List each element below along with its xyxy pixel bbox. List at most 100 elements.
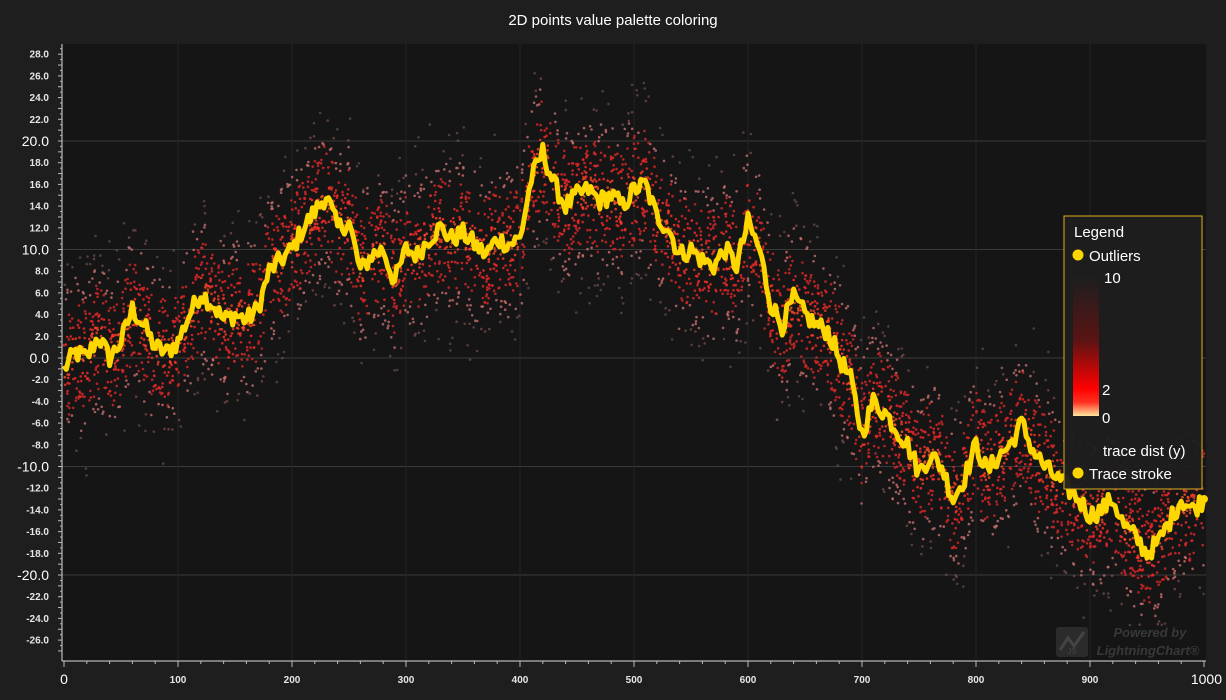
outlier-point <box>580 277 584 280</box>
outlier-point <box>203 337 207 340</box>
outlier-point <box>156 362 160 366</box>
outlier-point <box>612 168 615 171</box>
outlier-point <box>698 227 701 230</box>
outlier-point <box>117 405 120 409</box>
outlier-point <box>455 286 459 290</box>
outlier-point <box>976 426 980 430</box>
outlier-point <box>139 287 142 291</box>
outlier-point <box>456 139 460 142</box>
outlier-point <box>614 153 617 157</box>
outlier-point <box>917 460 921 464</box>
outlier-point <box>904 433 908 437</box>
outlier-point <box>876 393 880 396</box>
outlier-point <box>444 182 447 185</box>
outlier-point <box>962 585 965 588</box>
outlier-point <box>577 132 580 136</box>
outlier-point <box>1089 541 1092 545</box>
outlier-point <box>997 475 1001 479</box>
outlier-point <box>360 330 363 333</box>
outlier-point <box>240 379 243 383</box>
outlier-point <box>929 489 932 492</box>
outlier-point <box>836 275 840 279</box>
outlier-point <box>801 261 804 264</box>
outlier-point <box>1005 509 1008 512</box>
outlier-point <box>645 167 649 170</box>
outlier-point <box>1106 565 1110 569</box>
outlier-point <box>921 545 924 548</box>
outlier-point <box>310 188 314 192</box>
outlier-point <box>77 304 81 307</box>
outlier-point <box>999 410 1003 414</box>
outlier-point <box>287 184 291 187</box>
outlier-point <box>154 383 157 387</box>
outlier-point <box>745 264 749 268</box>
outlier-point <box>1096 494 1099 497</box>
outlier-point <box>1060 521 1063 524</box>
outlier-point <box>637 131 640 134</box>
outlier-point <box>584 134 588 138</box>
outlier-point <box>907 369 910 372</box>
outlier-point <box>279 287 283 291</box>
outlier-point <box>352 319 356 323</box>
outlier-point <box>485 286 489 289</box>
outlier-point <box>126 339 130 343</box>
outlier-point <box>340 198 344 202</box>
outlier-point <box>822 267 825 270</box>
outlier-point <box>963 395 967 398</box>
outlier-point <box>937 422 941 425</box>
outlier-point <box>427 271 431 275</box>
outlier-point <box>728 195 731 199</box>
outlier-point <box>679 274 682 277</box>
outlier-point <box>893 411 896 414</box>
outlier-point <box>1161 493 1164 497</box>
outlier-point <box>1047 412 1051 416</box>
outlier-point <box>682 235 686 238</box>
outlier-point <box>643 129 646 133</box>
outlier-point <box>1123 538 1126 541</box>
outlier-point <box>993 443 996 446</box>
outlier-point <box>175 316 178 320</box>
outlier-point <box>752 270 756 273</box>
outlier-point <box>110 296 113 299</box>
outlier-point <box>275 360 278 364</box>
outlier-point <box>471 224 474 228</box>
outlier-point <box>792 278 795 282</box>
outlier-point <box>612 164 615 167</box>
outlier-point <box>196 378 200 382</box>
outlier-point <box>1095 589 1099 593</box>
outlier-point <box>1142 599 1146 602</box>
outlier-point <box>358 275 361 279</box>
outlier-point <box>236 327 240 330</box>
outlier-point <box>700 209 703 213</box>
outlier-point <box>458 218 462 221</box>
outlier-point <box>692 296 695 300</box>
outlier-point <box>847 397 851 401</box>
outlier-point <box>969 390 972 394</box>
outlier-point <box>419 228 423 232</box>
outlier-point <box>946 514 950 518</box>
outlier-point <box>1183 493 1186 496</box>
outlier-point <box>1001 373 1005 376</box>
outlier-point <box>616 144 620 147</box>
outlier-point <box>810 347 814 351</box>
outlier-point <box>1041 413 1044 416</box>
outlier-point <box>840 302 844 306</box>
outlier-point <box>1130 498 1133 502</box>
outlier-point <box>76 282 79 286</box>
outlier-point <box>848 360 852 364</box>
outlier-point <box>506 315 510 319</box>
outlier-point <box>923 451 927 454</box>
outlier-point <box>795 340 798 343</box>
outlier-point <box>112 399 116 402</box>
outlier-point <box>856 345 860 349</box>
outlier-point <box>1085 529 1089 532</box>
outlier-point <box>723 277 727 281</box>
outlier-point <box>380 219 383 222</box>
outlier-point <box>851 338 855 341</box>
outlier-point <box>658 284 662 287</box>
outlier-point <box>1074 518 1078 521</box>
outlier-point <box>572 146 576 149</box>
outlier-point <box>532 101 536 105</box>
outlier-point <box>795 224 798 227</box>
outlier-point <box>736 327 740 331</box>
